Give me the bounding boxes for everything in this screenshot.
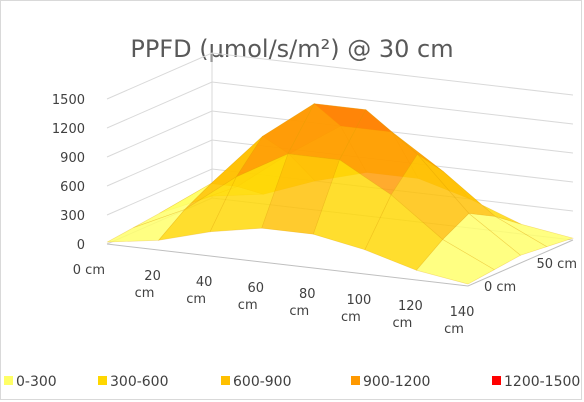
z-tick-label: 600 [60, 180, 85, 195]
z-axis: 0 300 600 900 1200 1500 [52, 93, 85, 253]
surface-patch [415, 239, 495, 285]
z-tick-label: 900 [60, 151, 85, 166]
x-tick-label: 60 cm [238, 281, 264, 313]
x-tick-label: 0 cm [73, 263, 105, 278]
legend-item: 600-900 [221, 374, 292, 390]
legend-label: 0-300 [16, 374, 57, 390]
legend-item: 1200-1500 [492, 374, 580, 390]
legend-label: 300-600 [110, 374, 169, 390]
y-tick-label: 0 cm [484, 280, 516, 295]
x-tick-label: 120 cm [393, 299, 423, 331]
z-tick-label: 1200 [52, 122, 85, 137]
legend-item: 300-600 [98, 374, 169, 390]
legend-swatch [4, 376, 13, 385]
legend-label: 600-900 [233, 374, 292, 390]
chart-title: PPFD (µmol/s/m²) @ 30 cm [130, 35, 453, 63]
y-tick-label: 50 cm [537, 257, 578, 272]
legend-swatch [351, 376, 360, 385]
legend: 0-300 300-600 600-900 900-1200 1200-1500 [4, 374, 580, 390]
x-tick-label: 140 cm [444, 305, 474, 337]
legend-swatch [221, 376, 230, 385]
floor-edge [106, 239, 574, 287]
legend-label: 900-1200 [363, 374, 430, 390]
x-tick-label: 80 cm [289, 287, 315, 319]
legend-label: 1200-1500 [504, 374, 580, 390]
x-tick-label: 40 cm [186, 275, 212, 307]
x-axis: 0 cm 20 cm 40 cm 60 cm 80 cm 100 cm 120 cm 140 cm [73, 263, 475, 337]
legend-item: 0-300 [4, 374, 57, 390]
surface-patch [442, 213, 522, 271]
z-tick-label: 300 [60, 209, 85, 224]
surface-plot [106, 102, 575, 285]
z-tick-label: 1500 [52, 93, 85, 108]
z-tick-label: 0 [77, 238, 85, 253]
legend-swatch [492, 376, 501, 385]
x-tick-label: 100 cm [341, 293, 371, 325]
legend-swatch [98, 376, 107, 385]
legend-item: 900-1200 [351, 374, 430, 390]
x-tick-label: 20 cm [135, 269, 161, 301]
